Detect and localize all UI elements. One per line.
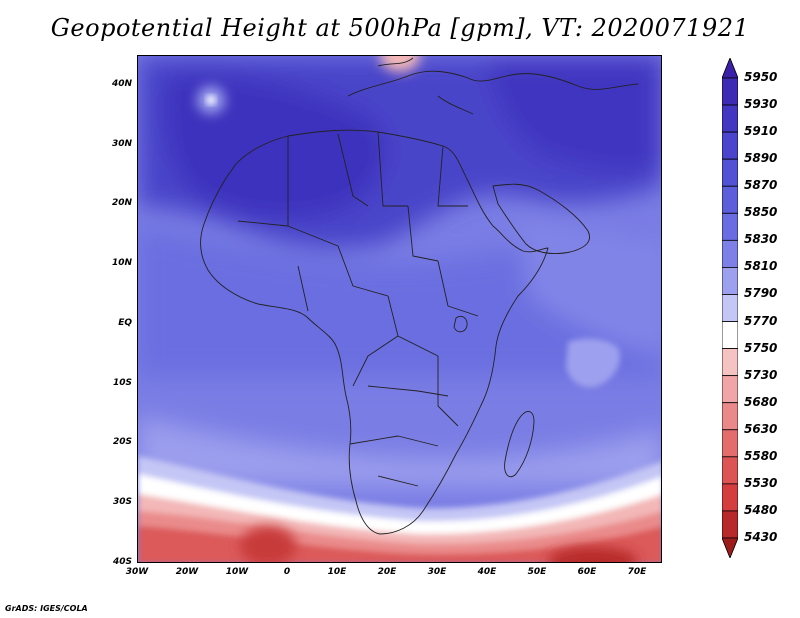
colorbar-swatch <box>722 239 738 268</box>
latitude-label: EQ <box>118 317 132 328</box>
latitude-label: 40N <box>111 78 132 89</box>
colorbar-level-label: 5850 <box>744 205 778 220</box>
longitude-label: 30E <box>427 567 447 577</box>
longitude-label: 60E <box>577 567 597 577</box>
colorbar-swatch <box>722 348 738 377</box>
credit-text: GrADS: IGES/COLA <box>5 604 88 613</box>
colorbar-swatch <box>722 375 738 404</box>
colorbar-swatch <box>722 267 738 295</box>
colorbar-swatch <box>722 537 738 558</box>
colorbar-swatch <box>722 510 738 539</box>
colorbar <box>722 58 738 558</box>
colorbar-swatch <box>722 185 738 214</box>
colorbar-swatch <box>722 456 738 485</box>
colorbar-level-label: 5790 <box>744 286 778 301</box>
longitude-label: 50E <box>527 567 547 577</box>
colorbar-level-label: 5950 <box>744 70 778 84</box>
colorbar-swatch <box>722 104 738 133</box>
colorbar-level-label: 5870 <box>744 178 778 193</box>
longitude-label: 70E <box>627 567 647 577</box>
colorbar-swatch <box>722 294 738 322</box>
colorbar-level-label: 5810 <box>744 259 778 274</box>
colorbar-level-label: 5680 <box>744 394 778 409</box>
latitude-label: 20S <box>112 437 132 448</box>
colorbar-level-label: 5770 <box>744 313 778 328</box>
colorbar-swatch <box>722 58 738 79</box>
map-panel <box>137 55 662 563</box>
colorbar-swatch <box>722 158 738 187</box>
arabia-coastline <box>492 183 590 255</box>
colorbar-level-label: 5750 <box>744 340 778 355</box>
colorbar-swatch <box>722 212 738 241</box>
colorbar-swatch <box>722 321 738 349</box>
africa-coastline <box>200 129 549 535</box>
longitude-label: 20W <box>175 567 199 577</box>
colorbar-level-label: 5930 <box>744 97 778 112</box>
latitude-label: 20N <box>111 198 132 209</box>
latitude-label: 30S <box>112 497 132 508</box>
madagascar-coastline <box>504 411 535 478</box>
longitude-label: 20E <box>377 567 397 577</box>
latitude-label: 10S <box>112 377 132 388</box>
colorbar-swatch <box>722 131 738 160</box>
latitude-label: 10N <box>111 258 132 269</box>
colorbar-level-label: 5630 <box>744 421 778 436</box>
colorbar-swatch <box>722 429 738 458</box>
longitude-label: 0 <box>283 567 291 577</box>
latitude-label: 40S <box>112 557 132 567</box>
longitude-label: 10W <box>225 567 249 577</box>
longitude-label: 40E <box>477 567 497 577</box>
colorbar-level-label: 5830 <box>744 232 778 247</box>
colorbar-level-label: 5480 <box>744 502 778 517</box>
longitude-label: 10E <box>327 567 347 577</box>
geopotential-field-map <box>138 56 661 562</box>
colorbar-level-label: 5530 <box>744 475 778 490</box>
colorbar-level-label: 5910 <box>744 124 778 139</box>
chart-title: Geopotential Height at 500hPa [gpm], VT:… <box>50 14 750 42</box>
colorbar-swatch <box>722 77 738 106</box>
colorbar-level-label: 5430 <box>744 530 778 544</box>
colorbar-level-label: 5580 <box>744 448 778 463</box>
colorbar-level-label: 5890 <box>744 151 778 166</box>
colorbar-swatch <box>722 402 738 431</box>
longitude-label: 30W <box>125 567 149 577</box>
latitude-label: 30N <box>111 138 132 149</box>
colorbar-swatch <box>722 483 738 512</box>
colorbar-level-label: 5730 <box>744 367 778 382</box>
